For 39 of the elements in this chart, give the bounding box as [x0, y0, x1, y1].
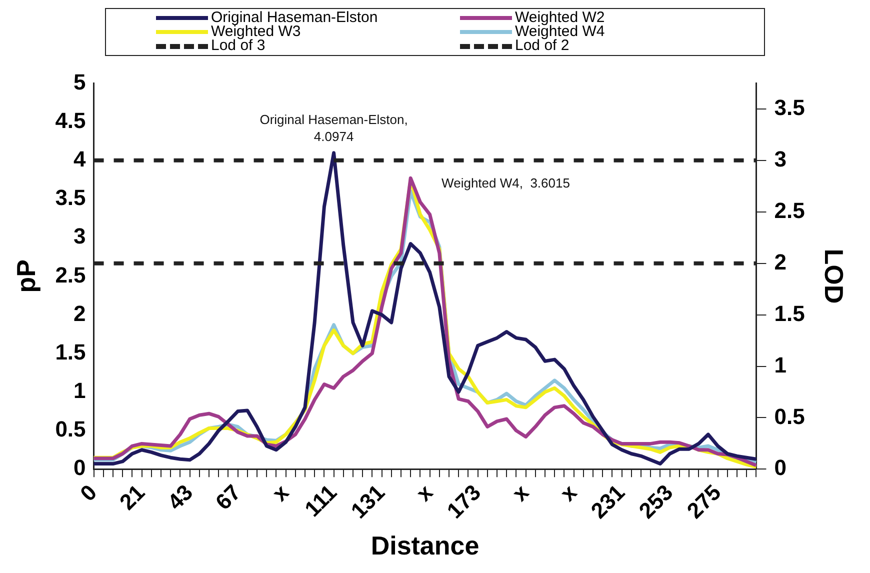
- x-tick-label: 231: [586, 480, 630, 524]
- x-tick-label: x: [555, 479, 582, 506]
- y2-tick-label: 2.5: [774, 198, 805, 223]
- y2-axis-title: LOD: [819, 248, 850, 304]
- y-tick-label: 0.5: [55, 416, 86, 442]
- annotation: Original Haseman-Elston, 4.0974: [260, 112, 408, 144]
- x-tick-label: 253: [634, 480, 678, 524]
- y2-tick-label: 1.5: [774, 300, 805, 326]
- x-tick-label: 275: [682, 480, 726, 524]
- y-axis-title: pP: [10, 260, 41, 293]
- x-tick-label: x: [507, 479, 534, 506]
- annotation: Weighted W4, 3.6015: [442, 175, 570, 190]
- y2-tick-label: 3: [774, 146, 786, 172]
- y-tick-label: 1: [74, 378, 86, 404]
- y-tick-label: 2: [74, 300, 86, 326]
- x-tick-label: x: [267, 479, 294, 506]
- x-tick-label: 111: [300, 480, 342, 522]
- legend-label: Weighted W2: [515, 9, 605, 26]
- y2-tick-label: 0.5: [774, 404, 805, 429]
- y-tick-label: 3: [74, 224, 86, 249]
- y2-tick-label: 0: [774, 455, 786, 480]
- y2-tick-label: 3.5: [774, 94, 805, 120]
- x-tick-label: 131: [346, 480, 390, 524]
- y-tick-label: 4.5: [55, 108, 86, 133]
- y-tick-label: 5: [74, 69, 86, 94]
- y2-tick-label: 1: [774, 352, 786, 378]
- x-axis-title: Distance: [370, 530, 480, 561]
- x-tick-label: 67: [210, 480, 246, 515]
- legend-label: Original Haseman-Elston: [211, 9, 378, 26]
- x-tick-label: x: [411, 479, 438, 506]
- x-tick-label: 43: [162, 480, 198, 515]
- y-tick-label: 0: [74, 455, 86, 480]
- y-tick-label: 3.5: [55, 185, 86, 210]
- y-tick-label: 4: [74, 146, 87, 172]
- y-tick-label: 2.5: [55, 262, 86, 288]
- y-tick-label: 1.5: [55, 339, 86, 364]
- y2-tick-label: 2: [774, 249, 786, 274]
- x-tick-label: 173: [442, 480, 486, 524]
- x-tick-label: 21: [114, 480, 150, 515]
